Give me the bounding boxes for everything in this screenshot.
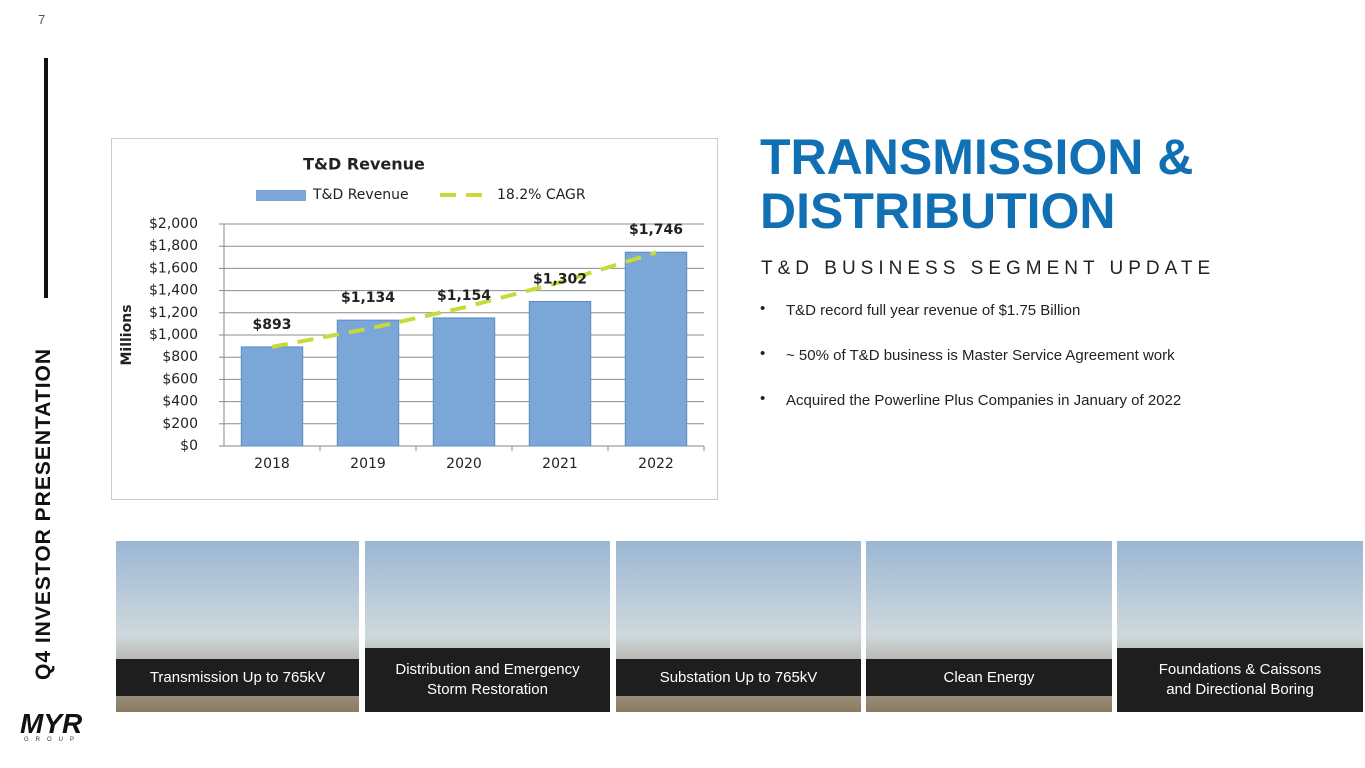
logo-word: GROUP (24, 737, 82, 743)
photo: Substation Up to 765kV (616, 541, 861, 712)
photo-caption: Foundations & Caissons and Directional Bo… (1117, 648, 1363, 712)
photo-caption: Clean Energy (866, 659, 1112, 696)
photo: Foundations & Caissons and Directional Bo… (1117, 541, 1363, 712)
x-tick-label: 2018 (254, 456, 290, 472)
value-label: $1,746 (629, 222, 683, 238)
chart-title: T&D Revenue (303, 155, 425, 174)
bar (624, 251, 688, 447)
subtitle: T&D BUSINESS SEGMENT UPDATE (761, 258, 1216, 279)
photo-caption: Distribution and Emergency Storm Restorat… (365, 648, 610, 712)
side-rule (44, 58, 48, 298)
legend-swatch (256, 190, 306, 201)
y-tick-label: $800 (162, 349, 198, 365)
y-tick-label: $400 (162, 394, 198, 410)
side-title: Q4 INVESTOR PRESENTATION (32, 347, 55, 680)
bullet: • T&D record full year revenue of $1.75 B… (760, 300, 1081, 319)
y-tick-label: $2,000 (149, 216, 198, 232)
y-tick-label: $1,200 (149, 305, 198, 321)
caption-line: Substation Up to 765kV (659, 668, 818, 686)
y-tick-label: $1,000 (149, 327, 198, 343)
title-line: DISTRIBUTION (760, 183, 1116, 239)
photo-caption: Transmission Up to 765kV (116, 659, 359, 696)
photo: Clean Energy (866, 541, 1112, 712)
photo: Transmission Up to 765kV (116, 541, 359, 712)
page-number: 7 (38, 12, 46, 27)
y-axis-label: Millions (119, 304, 135, 365)
caption-line: Clean Energy (943, 668, 1035, 686)
bullet-text: Acquired the Powerline Plus Companies in… (786, 392, 1182, 409)
caption-line: Distribution and Emergency (395, 661, 580, 678)
y-tick-label: $1,800 (149, 238, 198, 254)
caption-line: Transmission Up to 765kV (149, 668, 326, 686)
y-tick-label: $600 (162, 371, 198, 387)
bullet-text: T&D record full year revenue of $1.75 Bi… (786, 302, 1081, 319)
y-tick-label: $1,600 (149, 260, 198, 276)
value-label: $1,154 (437, 288, 491, 304)
bullet-dot: • (760, 390, 766, 407)
caption-line: Storm Restoration (427, 681, 548, 698)
legend-label: T&D Revenue (312, 187, 409, 203)
logo-mark: MYR (20, 708, 83, 739)
x-tick-label: 2021 (542, 456, 578, 472)
bullet-dot: • (760, 300, 766, 317)
x-tick-label: 2019 (350, 456, 386, 472)
bullet-text: ~ 50% of T&D business is Master Service … (786, 347, 1175, 364)
value-label: $893 (253, 317, 292, 333)
chart-frame (111, 138, 718, 500)
title-line: TRANSMISSION & (760, 129, 1194, 185)
bar (432, 317, 496, 447)
y-tick-label: $200 (162, 416, 198, 432)
photo-caption: Substation Up to 765kV (616, 659, 861, 696)
title: TRANSMISSION & DISTRIBUTION (760, 130, 1193, 238)
bullet: • Acquired the Powerline Plus Companies i… (760, 390, 1182, 409)
photo: Distribution and Emergency Storm Restorat… (365, 541, 610, 712)
bullet-dot: • (760, 345, 766, 362)
x-tick-label: 2022 (638, 456, 674, 472)
legend-label: 18.2% CAGR (497, 187, 586, 203)
value-label: $1,302 (533, 271, 587, 287)
bar (528, 300, 592, 447)
value-label: $1,134 (341, 290, 395, 306)
chart: T&D Revenue Millions $0 $200 $400 $600 $800 $… (119, 155, 705, 472)
bar (240, 346, 304, 447)
caption-line: and Directional Boring (1166, 681, 1314, 698)
caption-line: Foundations & Caissons (1158, 661, 1322, 678)
y-tick-label: $0 (180, 438, 198, 454)
trend-line (271, 250, 657, 349)
y-tick-label: $1,400 (149, 283, 198, 299)
x-tick-label: 2020 (446, 456, 482, 472)
bar (336, 319, 400, 447)
bullet: • ~ 50% of T&D business is Master Service… (760, 345, 1175, 364)
